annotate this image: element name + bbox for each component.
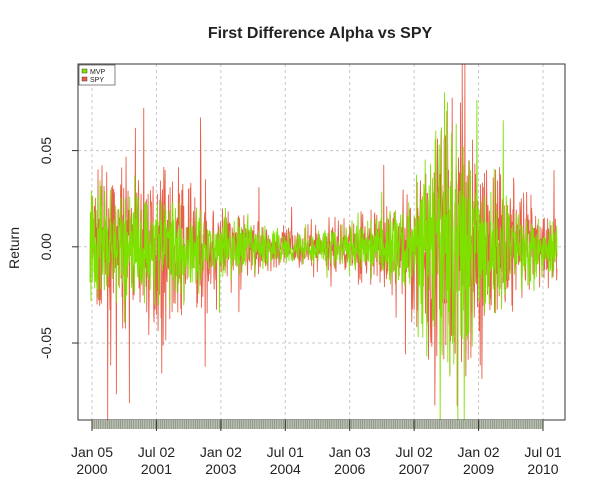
x-tick-label-date: Jul 02 [138,444,176,460]
y-tick-label: 0.00 [38,233,54,260]
x-tick-label-date: Jan 02 [458,444,500,460]
chart-title: First Difference Alpha vs SPY [208,25,433,42]
x-tick-label-year: 2004 [270,461,301,477]
series-line-mvp [89,92,558,421]
legend-label-mvp: MVP [90,69,106,76]
x-tick-label-date: Jul 01 [267,444,305,460]
x-tick-label-year: 2003 [205,461,236,477]
legend-swatch-spy [81,76,88,82]
x-tick-label-year: 2007 [399,461,430,477]
legend-box [78,64,116,86]
grid-lines [78,64,565,420]
y-axis-label: Return [6,227,22,269]
x-tick-label-year: 2009 [463,461,494,477]
x-tick-label-year: 2000 [76,461,107,477]
x-tick-label-year: 2010 [527,461,558,477]
x-tick-label-date: Jan 05 [71,444,113,460]
x-tick-label-year: 2001 [141,461,172,477]
legend-swatch-mvp [81,68,88,74]
legend-label-spy: SPY [90,77,104,84]
x-tick-label-date: Jan 02 [200,444,242,460]
x-tick-label-date: Jul 01 [524,444,562,460]
x-tick-label-year: 2006 [334,461,365,477]
x-tick-band [92,420,543,429]
x-tick-label-date: Jul 02 [395,444,433,460]
series-mvp [89,92,558,421]
y-tick-label: -0.05 [38,327,54,359]
legend: MVP SPY [78,64,116,86]
y-axis: 0.05 0.00 -0.05 [38,137,78,359]
x-tick-label-date: Jan 03 [329,444,371,460]
y-tick-label: 0.05 [38,137,54,164]
